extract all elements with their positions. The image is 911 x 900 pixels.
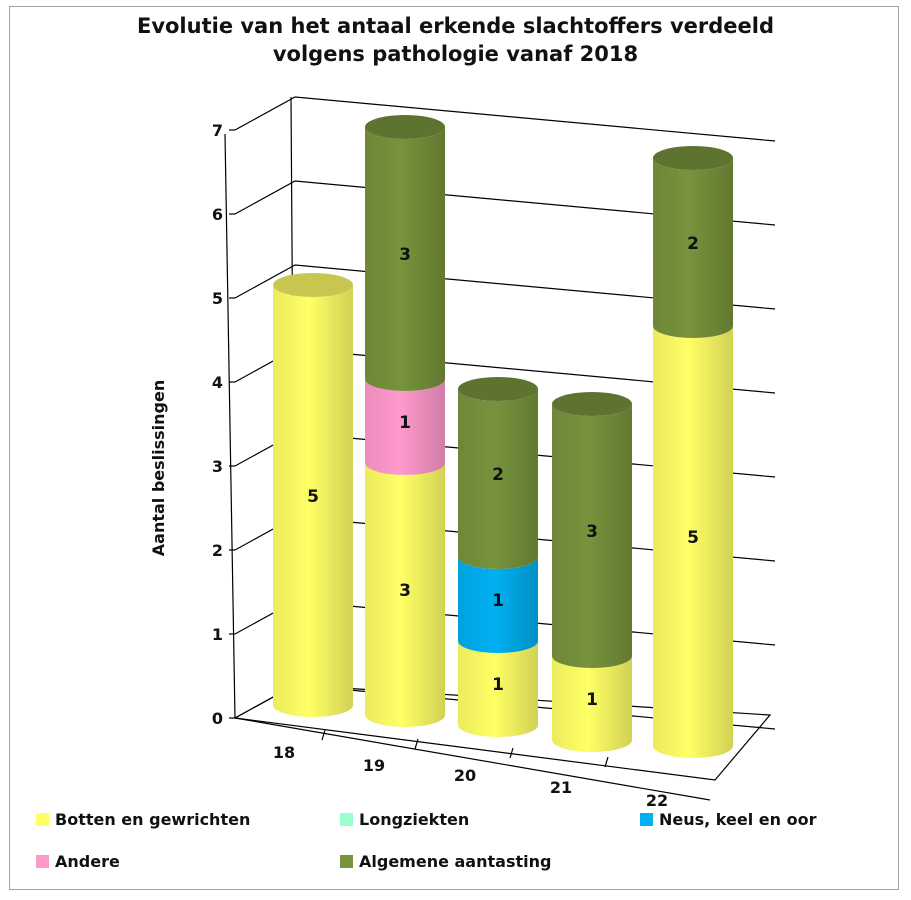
- x-tick-label: 20: [454, 766, 476, 785]
- data-label: 1: [586, 690, 598, 710]
- legend-item: Andere: [36, 852, 120, 871]
- chart-title: Evolutie van het antaal erkende slachtof…: [0, 12, 911, 68]
- y-tick-label: 0: [212, 709, 223, 728]
- legend-item: Botten en gewrichten: [36, 810, 250, 829]
- y-tick-label: 1: [212, 625, 223, 644]
- y-axis-label: Aantal beslissingen: [149, 380, 168, 556]
- bar-segment: [273, 285, 353, 717]
- x-tick-mark: [321, 729, 326, 741]
- bar-segment: [653, 158, 733, 338]
- bar-top-cap: [365, 115, 445, 139]
- x-tick-label: 21: [550, 778, 572, 797]
- bar-segment: [365, 463, 445, 727]
- y-tick-label: 2: [212, 541, 223, 560]
- data-labels: 5 3 1 3 1 1 2 1 3 5 2: [307, 234, 699, 710]
- bar-segment: [365, 379, 445, 475]
- bar-segment: [458, 557, 538, 653]
- gridline: [234, 96, 776, 142]
- bar-segment: [653, 326, 733, 758]
- data-label: 5: [687, 528, 699, 548]
- bar-series: [273, 115, 733, 758]
- legend-label: Neus, keel en oor: [659, 810, 817, 829]
- gridline: [234, 264, 776, 310]
- legend-item: Neus, keel en oor: [640, 810, 816, 829]
- legend-label: Andere: [55, 852, 120, 871]
- x-axis-line: [234, 717, 711, 801]
- bar-top-cap: [273, 273, 353, 297]
- bar-segment: [458, 389, 538, 569]
- x-tick-label: 22: [646, 791, 668, 810]
- legend-swatch: [340, 855, 353, 868]
- x-tick-mark: [509, 747, 514, 759]
- y-tick-label: 7: [212, 121, 223, 140]
- data-label: 2: [687, 234, 699, 254]
- legend-swatch: [36, 855, 49, 868]
- data-label: 3: [586, 522, 598, 542]
- bar-top-cap: [552, 392, 632, 416]
- bar-segment: [552, 656, 632, 752]
- data-label: 1: [492, 591, 504, 611]
- legend-label: Longziekten: [359, 810, 470, 829]
- bar-segment: [365, 127, 445, 391]
- y-tick-label: 3: [212, 457, 223, 476]
- legend-label: Algemene aantasting: [359, 852, 552, 871]
- x-tick-label: 18: [273, 743, 295, 762]
- data-label: 1: [399, 413, 411, 433]
- bar-segment: [552, 404, 632, 668]
- bar-segment: [458, 641, 538, 737]
- legend-item: Algemene aantasting: [340, 852, 551, 871]
- y-axis: 0 1 2 3 4 5 6 7: [212, 121, 235, 728]
- legend-label: Botten en gewrichten: [55, 810, 251, 829]
- data-label: 5: [307, 487, 319, 507]
- legend-swatch: [36, 813, 49, 826]
- chart-title-line-1: Evolutie van het antaal erkende slachtof…: [136, 14, 775, 38]
- bar-top-cap: [458, 377, 538, 401]
- y-tick-label: 6: [212, 205, 223, 224]
- legend-swatch: [640, 813, 653, 826]
- chart-title-line-2: volgens pathologie vanaf 2018: [272, 42, 639, 66]
- x-tick-mark: [604, 756, 609, 768]
- data-label: 1: [492, 675, 504, 695]
- x-axis: 18 19 20 21 22: [273, 729, 668, 810]
- data-label: 2: [492, 465, 504, 485]
- x-tick-mark: [414, 738, 419, 750]
- data-label: 3: [399, 581, 411, 601]
- gridline: [234, 180, 776, 226]
- y-tick-label: 5: [212, 289, 223, 308]
- y-tick-label: 4: [212, 373, 223, 392]
- legend-swatch: [340, 813, 353, 826]
- y-axis-line: [224, 133, 236, 719]
- legend-item: Longziekten: [340, 810, 469, 829]
- bar-top-cap: [653, 146, 733, 170]
- data-label: 3: [399, 245, 411, 265]
- x-tick-label: 19: [363, 756, 385, 775]
